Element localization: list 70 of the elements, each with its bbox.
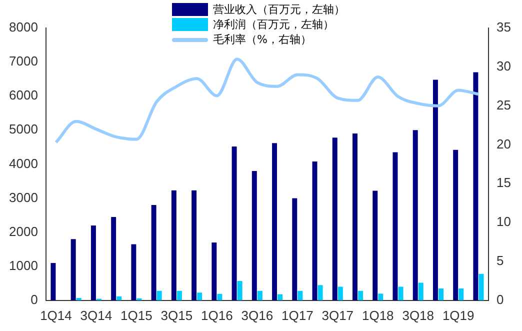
x-tick-label: 1Q14 bbox=[40, 308, 72, 323]
y-tick-label: 3000 bbox=[9, 190, 38, 205]
bar bbox=[418, 282, 424, 300]
x-tick-label: 1Q19 bbox=[442, 308, 474, 323]
y-tick-label: 2000 bbox=[9, 224, 38, 239]
x-tick-label: 1Q17 bbox=[282, 308, 314, 323]
y2-tick-label: 20 bbox=[496, 136, 512, 152]
bar bbox=[318, 285, 323, 300]
bar bbox=[473, 72, 478, 300]
bar bbox=[312, 161, 318, 300]
bar bbox=[378, 294, 384, 300]
line-series bbox=[54, 58, 480, 144]
y-tick-label: 0 bbox=[30, 292, 38, 307]
bar bbox=[372, 190, 378, 300]
bar bbox=[111, 216, 116, 300]
bar bbox=[453, 150, 458, 300]
y2-tick-label: 30 bbox=[496, 58, 512, 74]
y2-tick-label: 25 bbox=[496, 97, 512, 112]
bar bbox=[272, 143, 278, 300]
y2-tick-label: 10 bbox=[496, 214, 512, 230]
y-tick-label: 8000 bbox=[9, 20, 38, 35]
bar bbox=[212, 242, 217, 300]
bar bbox=[217, 294, 222, 300]
x-tick-label: 1Q15 bbox=[120, 308, 152, 323]
bar bbox=[358, 290, 364, 300]
x-tick-label: 1Q18 bbox=[362, 308, 394, 323]
bar bbox=[70, 239, 76, 300]
bar bbox=[458, 288, 464, 300]
bar bbox=[332, 138, 338, 300]
bar bbox=[156, 290, 162, 300]
bar bbox=[171, 190, 176, 300]
bar bbox=[257, 290, 262, 300]
bar bbox=[338, 286, 343, 300]
bar bbox=[90, 225, 96, 300]
legend-label: 净利润（百万元，左轴） bbox=[213, 17, 334, 32]
bar bbox=[298, 290, 303, 300]
y-tick-label: 4000 bbox=[9, 156, 38, 171]
bar bbox=[412, 130, 418, 300]
x-tick-label: 3Q18 bbox=[402, 308, 434, 323]
legend-label: 毛利率（%，右轴） bbox=[213, 32, 312, 47]
bar bbox=[438, 288, 444, 300]
bar bbox=[398, 286, 404, 300]
x-tick-label: 3Q15 bbox=[160, 308, 193, 323]
y2-tick-label: 15 bbox=[496, 175, 512, 190]
x-tick-label: 3Q16 bbox=[241, 308, 274, 323]
bar bbox=[252, 171, 257, 300]
bar bbox=[432, 80, 438, 300]
y-tick-label: 1000 bbox=[9, 258, 38, 273]
y2-tick-label: 5 bbox=[496, 253, 504, 268]
bar bbox=[237, 280, 242, 300]
x-tick-label: 3Q14 bbox=[80, 308, 112, 323]
bar bbox=[197, 292, 202, 300]
bar bbox=[50, 262, 56, 300]
bar bbox=[352, 134, 358, 300]
x-tick-label: 1Q16 bbox=[201, 308, 233, 323]
bar bbox=[192, 190, 197, 300]
bar bbox=[232, 146, 237, 300]
y-tick-label: 7000 bbox=[9, 54, 38, 69]
bar bbox=[176, 290, 182, 300]
legend-label: 营业收入（百万元，左轴） bbox=[213, 2, 345, 17]
bar bbox=[292, 198, 298, 300]
bar bbox=[278, 294, 283, 300]
bar bbox=[131, 244, 136, 300]
bar bbox=[151, 205, 156, 300]
y-tick-label: 6000 bbox=[9, 88, 38, 103]
y2-tick-label: 0 bbox=[496, 292, 504, 307]
y-tick-label: 5000 bbox=[9, 122, 38, 137]
y2-tick-label: 35 bbox=[496, 20, 512, 35]
x-tick-label: 3Q17 bbox=[322, 308, 354, 323]
bar bbox=[392, 152, 398, 300]
